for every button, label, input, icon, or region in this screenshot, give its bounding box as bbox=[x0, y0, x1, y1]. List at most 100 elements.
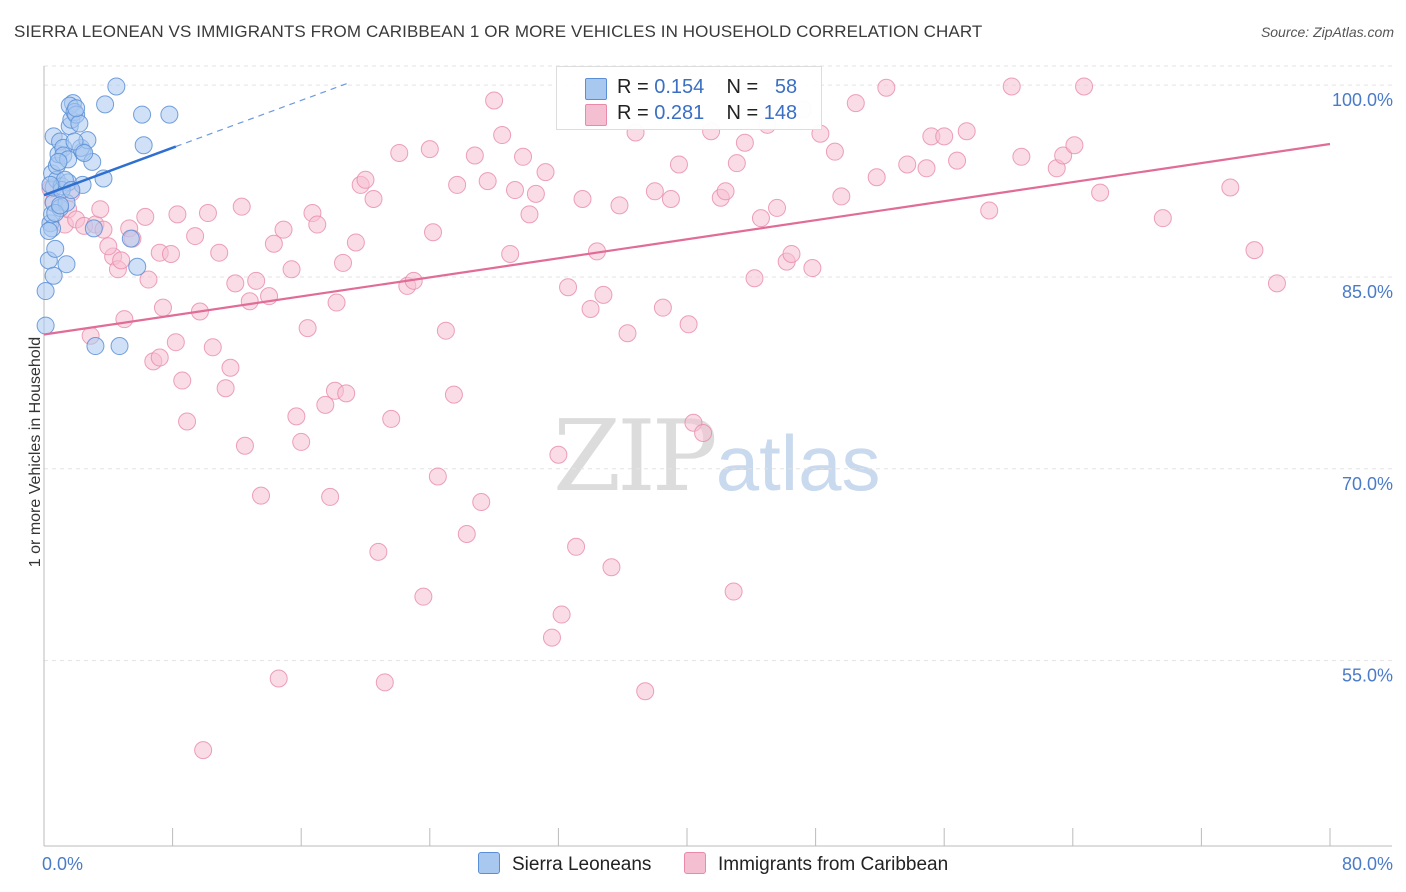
data-point-caribbean bbox=[1245, 241, 1264, 260]
data-point-caribbean bbox=[269, 669, 288, 688]
legend-n-value: 58 bbox=[774, 76, 798, 98]
bottom-legend-label-blue: Sierra Leoneans bbox=[512, 854, 652, 875]
data-point-caribbean bbox=[274, 220, 293, 239]
data-point-sierra-leonean bbox=[67, 99, 86, 118]
data-point-caribbean bbox=[235, 436, 254, 455]
data-point-caribbean bbox=[581, 299, 600, 318]
data-point-caribbean bbox=[1054, 146, 1073, 165]
data-point-caribbean bbox=[91, 200, 110, 219]
data-point-caribbean bbox=[898, 155, 917, 174]
data-point-caribbean bbox=[745, 269, 764, 288]
legend-r-value: 0.281 bbox=[654, 102, 705, 124]
data-point-sierra-leonean bbox=[121, 229, 140, 248]
data-point-caribbean bbox=[694, 423, 713, 442]
data-point-caribbean bbox=[382, 409, 401, 428]
data-point-caribbean bbox=[727, 154, 746, 173]
bottom-legend-label-pink: Immigrants from Caribbean bbox=[718, 854, 949, 875]
data-point-caribbean bbox=[653, 298, 672, 317]
data-point-caribbean bbox=[803, 259, 822, 278]
data-point-caribbean bbox=[210, 243, 229, 262]
data-point-caribbean bbox=[414, 587, 433, 606]
data-point-caribbean bbox=[716, 182, 735, 201]
data-point-caribbean bbox=[264, 234, 283, 253]
data-point-caribbean bbox=[375, 673, 394, 692]
correlation-legend: R = 0.154 N = 58 R = 0.281 N = 148 bbox=[556, 66, 822, 130]
data-point-caribbean bbox=[825, 142, 844, 161]
data-point-caribbean bbox=[369, 542, 388, 561]
data-point-caribbean bbox=[153, 298, 172, 317]
data-point-caribbean bbox=[645, 182, 664, 201]
data-point-caribbean bbox=[1153, 209, 1172, 228]
data-point-sierra-leonean bbox=[46, 239, 65, 258]
data-point-caribbean bbox=[240, 292, 259, 311]
data-point-caribbean bbox=[448, 175, 467, 194]
data-point-caribbean bbox=[216, 379, 235, 398]
data-point-caribbean bbox=[168, 205, 187, 224]
data-point-caribbean bbox=[186, 227, 205, 246]
data-point-caribbean bbox=[594, 285, 613, 304]
data-point-caribbean bbox=[832, 187, 851, 206]
data-point-caribbean bbox=[247, 271, 266, 290]
data-point-caribbean bbox=[203, 338, 222, 357]
axes bbox=[43, 66, 1392, 847]
data-point-caribbean bbox=[526, 184, 545, 203]
data-point-caribbean bbox=[782, 244, 801, 263]
data-point-caribbean bbox=[877, 78, 896, 97]
data-point-caribbean bbox=[542, 628, 561, 647]
legend-r-value: 0.154 bbox=[654, 76, 705, 98]
bottom-legend-swatch-blue bbox=[478, 852, 500, 874]
data-point-caribbean bbox=[768, 198, 787, 217]
data-point-caribbean bbox=[505, 181, 524, 200]
data-point-caribbean bbox=[735, 133, 754, 152]
legend-n-label: N = bbox=[726, 102, 764, 124]
data-point-caribbean bbox=[444, 385, 463, 404]
data-point-caribbean bbox=[1002, 77, 1021, 96]
data-point-caribbean bbox=[356, 170, 375, 189]
data-point-sierra-leonean bbox=[75, 143, 94, 162]
data-point-caribbean bbox=[552, 605, 571, 624]
trend-line-caribbean bbox=[43, 142, 1331, 336]
legend-n-value: 148 bbox=[763, 102, 798, 124]
data-point-caribbean bbox=[337, 384, 356, 403]
legend-n-label: N = bbox=[726, 76, 764, 98]
data-point-caribbean bbox=[316, 395, 335, 414]
data-point-caribbean bbox=[567, 537, 586, 556]
data-point-sierra-leonean bbox=[110, 337, 129, 356]
data-point-caribbean bbox=[846, 94, 865, 113]
trend-line-sierra-leonean-extension bbox=[175, 82, 350, 148]
y-axis-title-wrap: 1 or more Vehicles in Household bbox=[16, 0, 44, 892]
legend-swatch-blue bbox=[585, 78, 607, 100]
data-point-caribbean bbox=[287, 407, 306, 426]
y-tick-label: 55.0% bbox=[1342, 666, 1393, 686]
data-point-caribbean bbox=[198, 204, 217, 223]
data-point-caribbean bbox=[957, 122, 976, 141]
data-point-caribbean bbox=[232, 197, 251, 216]
data-point-caribbean bbox=[636, 682, 655, 701]
data-point-caribbean bbox=[1091, 183, 1110, 202]
data-point-caribbean bbox=[536, 163, 555, 182]
bottom-legend-sierra-leoneans: Sierra Leoneans bbox=[478, 852, 651, 876]
data-point-caribbean bbox=[520, 205, 539, 224]
data-point-caribbean bbox=[751, 209, 770, 228]
data-point-caribbean bbox=[1012, 147, 1031, 166]
data-point-caribbean bbox=[282, 260, 301, 279]
data-point-caribbean bbox=[136, 207, 155, 226]
x-tick-label-min: 0.0% bbox=[42, 854, 83, 874]
data-point-caribbean bbox=[166, 333, 185, 352]
tick-labels: 100.0% 85.0% 70.0% 55.0% 0.0% 80.0% bbox=[42, 90, 1393, 874]
data-point-sierra-leonean bbox=[70, 114, 89, 133]
trend-line-sierra-leonean bbox=[43, 145, 177, 197]
source-label: Source: ZipAtlas.com bbox=[1260, 24, 1394, 40]
data-point-caribbean bbox=[1065, 136, 1084, 155]
data-point-caribbean bbox=[493, 126, 512, 145]
data-point-caribbean bbox=[618, 324, 637, 343]
data-point-sierra-leonean bbox=[49, 152, 68, 171]
data-point-caribbean bbox=[436, 321, 455, 340]
data-point-sierra-leonean bbox=[86, 337, 105, 356]
data-point-sierra-leonean bbox=[128, 257, 147, 276]
data-point-caribbean bbox=[559, 278, 578, 297]
data-point-sierra-leonean bbox=[133, 105, 152, 124]
data-point-caribbean bbox=[724, 582, 743, 601]
data-point-caribbean bbox=[661, 189, 680, 208]
